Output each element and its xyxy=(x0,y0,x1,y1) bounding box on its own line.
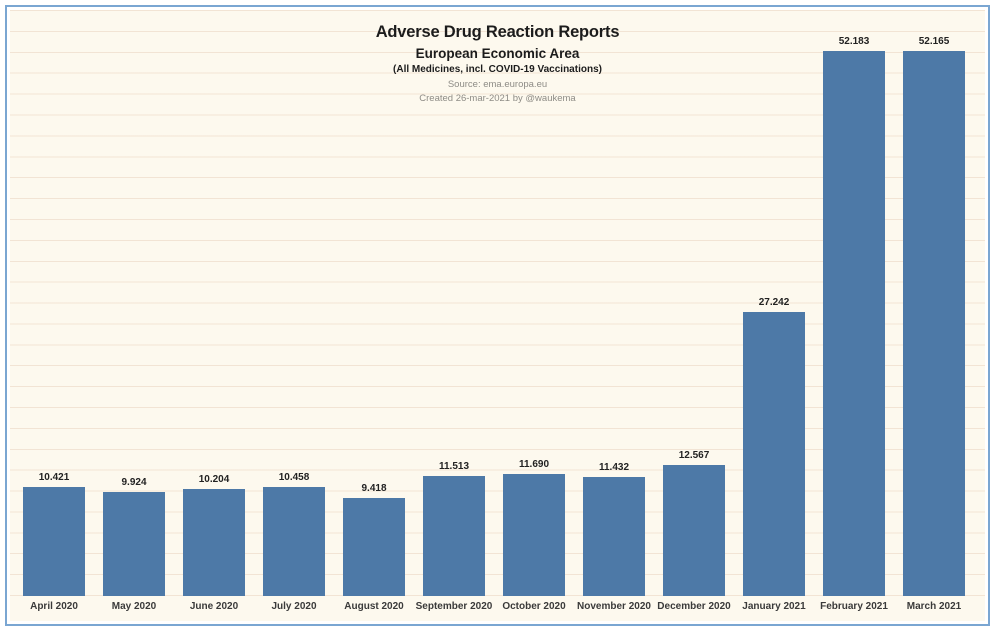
bar-group-november-2020: 11.432 November 2020 xyxy=(577,462,651,612)
bar-value-label-june-2020: 10.204 xyxy=(198,474,230,486)
chart-canvas: Adverse Drug Reaction Reports European E… xyxy=(10,10,985,621)
bar-group-september-2020: 11.513 September 2020 xyxy=(416,461,493,612)
x-axis-label-november-2020: November 2020 xyxy=(577,601,651,612)
chart-subtitle: European Economic Area xyxy=(415,46,580,61)
x-axis-label-april-2020: April 2020 xyxy=(30,601,78,612)
bar-group-august-2020: 9.418 August 2020 xyxy=(343,483,405,612)
bar-value-label-april-2020: 10.421 xyxy=(38,472,70,484)
bar-value-label-november-2020: 11.432 xyxy=(598,461,630,473)
bar-value-label-september-2020: 11.513 xyxy=(438,460,470,472)
x-axis-label-january-2021: January 2021 xyxy=(742,601,806,612)
bar-value-label-october-2020: 11.690 xyxy=(518,458,550,470)
bar-october-2020[interactable] xyxy=(503,473,565,596)
x-axis-label-may-2020: May 2020 xyxy=(111,601,157,612)
chart-source: Source: ema.europa.eu xyxy=(447,79,548,90)
bar-june-2020[interactable] xyxy=(183,489,245,596)
bar-july-2020[interactable] xyxy=(263,486,325,596)
x-axis-label-september-2020: September 2020 xyxy=(415,601,493,612)
bar-value-label-december-2020: 12.567 xyxy=(678,449,710,461)
bar-group-july-2020: 10.458 July 2020 xyxy=(263,472,325,612)
plot-area: 10.421 April 2020 9.924 May 2020 10.204 June … xyxy=(23,36,965,613)
x-axis-label-march-2021: March 2021 xyxy=(906,601,962,612)
chart-credit: Created 26-mar-2021 by @waukema xyxy=(419,93,576,104)
x-axis-label-december-2020: December 2020 xyxy=(657,601,731,612)
x-axis-label-february-2021: February 2021 xyxy=(820,601,888,612)
bar-group-february-2021: 52.183 February 2021 xyxy=(820,36,888,612)
bar-november-2020[interactable] xyxy=(583,476,645,596)
bar-value-label-march-2021: 52.165 xyxy=(918,36,950,48)
bar-value-label-may-2020: 9.924 xyxy=(121,477,147,489)
bar-value-label-july-2020: 10.458 xyxy=(278,471,310,483)
bar-april-2020[interactable] xyxy=(23,487,85,596)
bar-january-2021[interactable] xyxy=(743,311,805,596)
gridlines xyxy=(10,10,985,596)
x-axis-label-june-2020: June 2020 xyxy=(189,601,239,612)
bar-group-may-2020: 9.924 May 2020 xyxy=(103,477,165,612)
bar-value-label-january-2021: 27.242 xyxy=(758,296,790,308)
chart-header: Adverse Drug Reaction Reports European E… xyxy=(10,23,985,107)
bar-august-2020[interactable] xyxy=(343,497,405,596)
bar-february-2021[interactable] xyxy=(823,51,885,596)
bar-group-april-2020: 10.421 April 2020 xyxy=(23,472,85,612)
chart-note: (All Medicines, incl. COVID-19 Vaccinati… xyxy=(393,64,602,75)
bar-march-2021[interactable] xyxy=(903,51,965,596)
bar-group-december-2020: 12.567 December 2020 xyxy=(657,450,730,612)
bar-group-june-2020: 10.204 June 2020 xyxy=(183,474,245,612)
x-axis-label-august-2020: August 2020 xyxy=(344,601,404,612)
bar-group-october-2020: 11.690 October 2020 xyxy=(502,459,565,612)
bar-value-label-february-2021: 52.183 xyxy=(838,36,870,47)
bar-group-march-2021: 52.165 March 2021 xyxy=(903,36,965,612)
chart-title: Adverse Drug Reaction Reports xyxy=(375,23,620,41)
bar-may-2020[interactable] xyxy=(103,492,165,596)
bar-september-2020[interactable] xyxy=(423,475,485,596)
bar-value-label-august-2020: 9.418 xyxy=(361,482,387,494)
x-axis-label-october-2020: October 2020 xyxy=(502,601,566,612)
bar-december-2020[interactable] xyxy=(663,464,725,596)
x-axis-label-july-2020: July 2020 xyxy=(271,601,317,612)
bar-group-january-2021: 27.242 January 2021 xyxy=(742,297,805,613)
chart-frame: Adverse Drug Reaction Reports European E… xyxy=(5,5,990,626)
